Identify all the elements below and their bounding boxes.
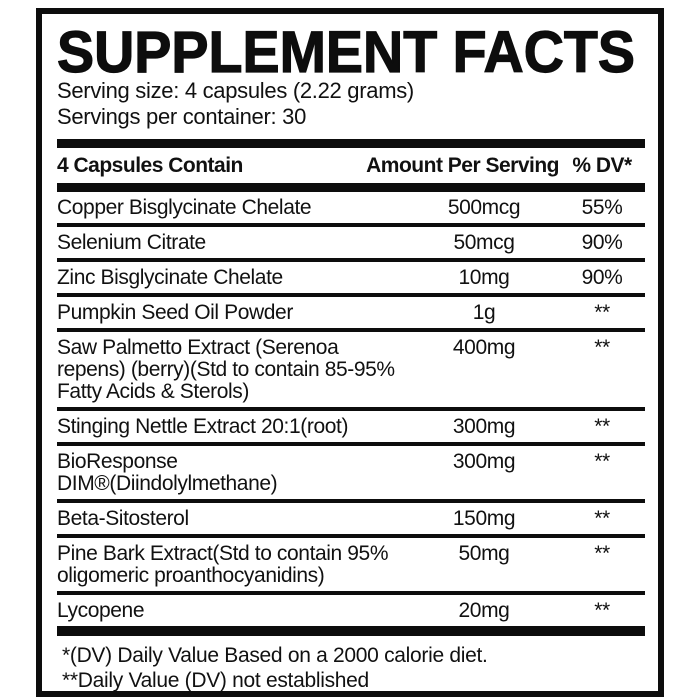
- ingredient-daily-value: **: [594, 301, 610, 324]
- ingredient-row: Saw Palmetto Extract (Serenoa repens) (b…: [57, 332, 645, 407]
- ingredient-amount: 400mg: [452, 336, 516, 359]
- ingredient-daily-value: **: [594, 336, 610, 359]
- ingredient-amount: 50mg: [458, 542, 510, 565]
- ingredient-row: Lycopene 20mg **: [57, 595, 645, 626]
- ingredient-name: Beta-Sitosterol: [57, 507, 189, 530]
- ingredient-row: BioResponse DIM®(Diindolylmethane) 300mg…: [57, 446, 645, 499]
- footnotes: *(DV) Daily Value Based on a 2000 calori…: [57, 643, 645, 692]
- ingredient-daily-value: **: [594, 415, 610, 438]
- divider-thick-bottom: [57, 626, 645, 636]
- page-title: SUPPLEMENT FACTS: [57, 26, 635, 78]
- ingredient-row: Pumpkin Seed Oil Powder 1g **: [57, 297, 645, 328]
- row-divider: [57, 293, 645, 297]
- ingredient-amount: 500mcg: [447, 196, 521, 219]
- ingredient-row: Pine Bark Extract(Std to contain 95% oli…: [57, 538, 645, 591]
- ingredient-name: Selenium Citrate: [57, 231, 206, 254]
- row-divider: [57, 223, 645, 227]
- ingredient-amount: 10mg: [458, 266, 510, 289]
- ingredient-name: Saw Palmetto Extract (Serenoa repens) (b…: [57, 336, 395, 403]
- ingredient-name: BioResponse DIM®(Diindolylmethane): [57, 450, 278, 495]
- ingredient-amount: 300mg: [452, 450, 516, 473]
- footnote-daily-value: *(DV) Daily Value Based on a 2000 calori…: [62, 644, 488, 667]
- row-divider: [57, 534, 645, 538]
- ingredient-row: Copper Bisglycinate Chelate 500mcg 55%: [57, 192, 645, 223]
- divider-thick-header: [57, 183, 645, 192]
- ingredient-row: Zinc Bisglycinate Chelate 10mg 90%: [57, 262, 645, 293]
- servings-per-container: Servings per container: 30: [57, 104, 307, 129]
- supplement-facts-panel: SUPPLEMENT FACTS Serving size: 4 capsule…: [36, 8, 664, 697]
- ingredient-name: Lycopene: [57, 599, 145, 622]
- ingredient-daily-value: 90%: [581, 231, 623, 254]
- serving-size: Serving size: 4 capsules (2.22 grams): [57, 78, 414, 103]
- ingredient-name: Copper Bisglycinate Chelate: [57, 196, 312, 219]
- ingredient-daily-value: **: [594, 450, 610, 473]
- row-divider: [57, 328, 645, 332]
- ingredient-row: Beta-Sitosterol 150mg **: [57, 503, 645, 534]
- column-header-daily-value: % DV*: [572, 154, 632, 177]
- divider-thick-top: [57, 139, 645, 148]
- ingredient-name: Zinc Bisglycinate Chelate: [57, 266, 283, 289]
- ingredient-amount: 150mg: [452, 507, 516, 530]
- ingredient-amount: 1g: [472, 301, 496, 324]
- ingredient-daily-value: **: [594, 542, 610, 565]
- row-divider: [57, 499, 645, 503]
- table-header-row: 4 Capsules Contain Amount Per Serving % …: [57, 148, 645, 183]
- row-divider: [57, 442, 645, 446]
- row-divider: [57, 407, 645, 411]
- ingredient-name: Pine Bark Extract(Std to contain 95% oli…: [57, 542, 389, 587]
- ingredient-name: Pumpkin Seed Oil Powder: [57, 301, 293, 324]
- column-header-amount: Amount Per Serving: [366, 154, 559, 177]
- ingredient-row: Stinging Nettle Extract 20:1(root) 300mg…: [57, 411, 645, 442]
- ingredient-daily-value: **: [594, 599, 610, 622]
- ingredient-row: Selenium Citrate 50mcg 90%: [57, 227, 645, 258]
- ingredient-amount: 50mcg: [453, 231, 515, 254]
- row-divider: [57, 591, 645, 595]
- ingredient-daily-value: 90%: [581, 266, 623, 289]
- footnote-not-established: **Daily Value (DV) not established: [62, 669, 369, 692]
- ingredient-amount: 300mg: [452, 415, 516, 438]
- column-header-ingredient: 4 Capsules Contain: [57, 154, 243, 177]
- supplement-facts-title: SUPPLEMENT FACTS: [57, 26, 636, 78]
- ingredient-daily-value: 55%: [581, 196, 623, 219]
- ingredient-name: Stinging Nettle Extract 20:1(root): [57, 415, 349, 438]
- ingredient-daily-value: **: [594, 507, 610, 530]
- ingredient-amount: 20mg: [458, 599, 510, 622]
- row-divider: [57, 258, 645, 262]
